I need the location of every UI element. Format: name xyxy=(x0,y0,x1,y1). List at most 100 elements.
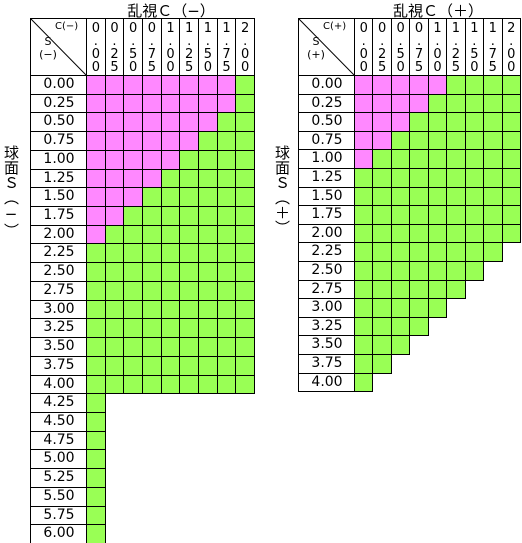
cell xyxy=(446,205,466,225)
cell xyxy=(372,316,392,337)
cell xyxy=(104,206,125,226)
cell xyxy=(216,280,237,301)
cell xyxy=(142,112,162,133)
row-label: 0.00 xyxy=(298,75,356,95)
row-label: 0.25 xyxy=(298,93,356,114)
row-label: 4.00 xyxy=(30,374,88,395)
cell xyxy=(104,299,125,320)
cell xyxy=(483,112,503,132)
cell xyxy=(354,223,374,244)
cell xyxy=(354,186,374,207)
cell xyxy=(179,299,199,320)
cell xyxy=(123,280,143,301)
cell xyxy=(427,75,448,95)
cell xyxy=(123,131,143,151)
cell xyxy=(427,186,448,207)
cell xyxy=(446,223,466,244)
cell xyxy=(86,411,106,432)
cell xyxy=(354,316,374,337)
cell xyxy=(86,206,106,226)
column-label: 1.75 xyxy=(483,18,503,76)
cell xyxy=(354,205,374,225)
cell xyxy=(86,149,106,170)
cell xyxy=(160,355,181,376)
cell xyxy=(123,337,143,357)
cell xyxy=(142,318,162,339)
cell xyxy=(390,93,411,114)
cell xyxy=(372,223,392,244)
row-label: 2.00 xyxy=(298,223,356,244)
column-label: 0.50 xyxy=(123,18,143,76)
cell xyxy=(198,168,218,189)
side-label: 球面Ｓ（−） xyxy=(2,145,20,238)
cell xyxy=(427,149,448,169)
cell xyxy=(235,243,256,264)
cell xyxy=(216,131,237,151)
cell xyxy=(409,149,429,169)
cell xyxy=(390,112,411,132)
cell xyxy=(142,224,162,245)
cell xyxy=(464,186,485,207)
cell xyxy=(123,299,143,320)
cell xyxy=(390,298,411,318)
cell xyxy=(179,168,199,189)
cell xyxy=(104,168,125,189)
column-label: 0.00 xyxy=(86,18,106,76)
table-title: 乱視Ｃ（＋） xyxy=(392,2,483,20)
cell xyxy=(123,224,143,245)
cell xyxy=(86,75,106,95)
cell xyxy=(179,337,199,357)
row-label: 2.75 xyxy=(30,280,88,301)
row-label: 2.25 xyxy=(298,242,356,262)
cell xyxy=(86,337,106,357)
cell xyxy=(123,206,143,226)
cell xyxy=(160,337,181,357)
column-label: 1.25 xyxy=(179,18,199,76)
cell xyxy=(86,318,106,339)
cell xyxy=(372,242,392,262)
cell xyxy=(104,149,125,170)
column-label: 0.25 xyxy=(104,18,125,76)
cell xyxy=(160,187,181,208)
cell xyxy=(198,224,218,245)
cell xyxy=(235,168,256,189)
cell xyxy=(86,299,106,320)
cell xyxy=(123,355,143,376)
cell xyxy=(390,130,411,151)
cell xyxy=(179,262,199,282)
row-label: 1.50 xyxy=(30,187,88,208)
cell xyxy=(464,205,485,225)
diagonal-line xyxy=(31,19,86,75)
cell xyxy=(390,316,411,337)
cell xyxy=(409,242,429,262)
cell xyxy=(198,93,218,114)
row-label: 2.75 xyxy=(298,279,356,300)
cell xyxy=(216,187,237,208)
cell xyxy=(409,298,429,318)
cell xyxy=(372,354,392,374)
row-label: 4.50 xyxy=(30,411,88,432)
cell xyxy=(483,168,503,188)
cell xyxy=(86,280,106,301)
cell xyxy=(86,168,106,189)
cell xyxy=(179,243,199,264)
cell xyxy=(390,168,411,188)
cell xyxy=(179,224,199,245)
cell xyxy=(235,355,256,376)
cell xyxy=(104,262,125,282)
cell xyxy=(123,168,143,189)
cell xyxy=(86,468,106,488)
corner-diagonal xyxy=(31,19,86,75)
row-label: 2.00 xyxy=(30,224,88,245)
cell xyxy=(216,337,237,357)
cell xyxy=(372,168,392,188)
cell xyxy=(123,262,143,282)
row-label: 5.75 xyxy=(30,505,88,526)
cell xyxy=(142,168,162,189)
cell xyxy=(354,335,374,355)
cell xyxy=(123,243,143,264)
column-label: 0.00 xyxy=(354,18,374,76)
cell xyxy=(501,168,521,188)
row-label: 1.25 xyxy=(30,168,88,189)
row-label: 1.00 xyxy=(298,149,356,169)
